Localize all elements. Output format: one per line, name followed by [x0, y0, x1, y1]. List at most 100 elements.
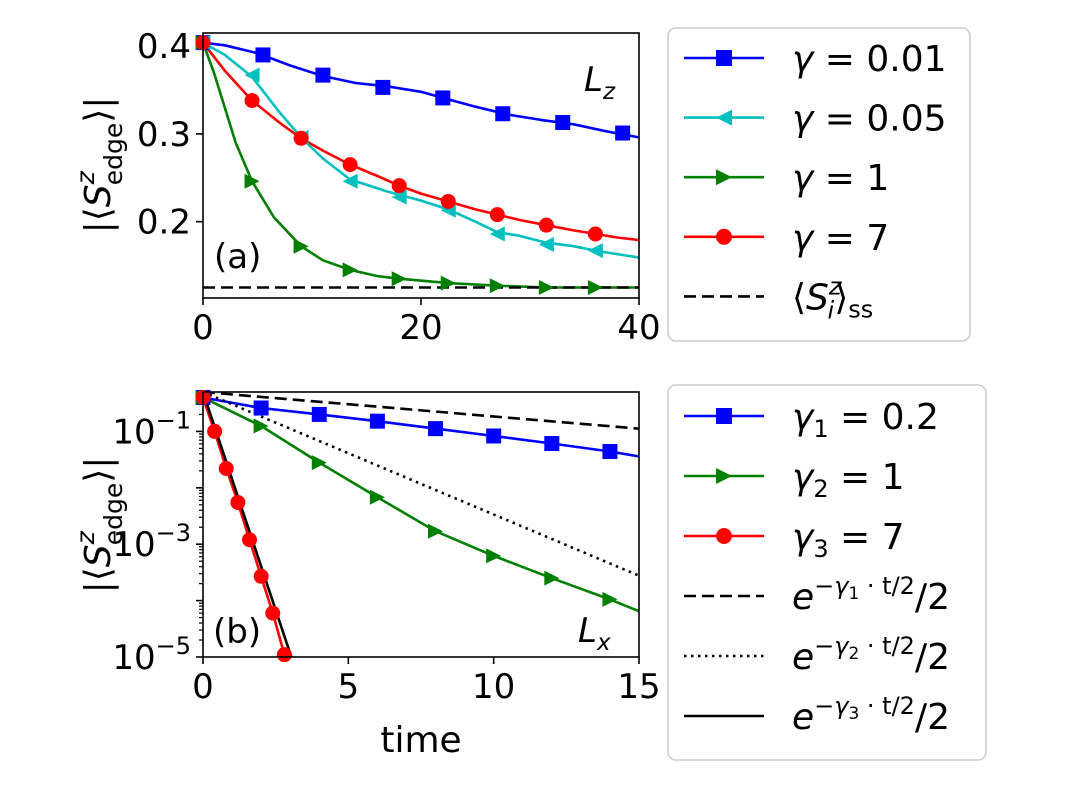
panel-a-label: (a) — [214, 237, 261, 277]
panel-a-series-2-marker — [489, 278, 505, 294]
panel-b-ylabel: |⟨Szedge⟩| — [71, 457, 128, 594]
panel-b-series-1-marker — [253, 418, 269, 434]
legend-b-entry-label: e−γ3 · t/2/2 — [792, 692, 950, 738]
panel-b-xtick-label: 15 — [617, 667, 660, 707]
legend-a-entry-label: γ = 0.01 — [792, 39, 947, 80]
svg-text:Lx: Lx — [578, 611, 611, 656]
panel-b-series-1-marker — [369, 489, 385, 505]
panel-b-label: (b) — [213, 612, 261, 652]
panel-b-xtick-label: 10 — [472, 667, 515, 707]
panel-a-xtick-label: 0 — [192, 308, 214, 348]
panel-a-series-1-marker — [489, 226, 505, 242]
panel-b-xtick-label: 0 — [192, 667, 214, 707]
legend-a-entry-label: γ = 7 — [792, 218, 889, 259]
panel-b-series-1-marker — [486, 548, 502, 564]
legend-a-entry-label: γ = 1 — [792, 158, 889, 199]
panel-b-xlabel: time — [380, 720, 461, 761]
legend-b: γ1 = 0.2 γ2 = 1 γ3 = 7 e−γ1 · t/2/2 e−γ2 · t… — [667, 384, 987, 761]
panel-b-series-4-line — [203, 392, 639, 577]
panel-b-series-2-marker — [253, 568, 269, 584]
legend-a-swatch-marker — [716, 109, 732, 126]
panel-a-frame — [202, 32, 640, 299]
panel-a-series-0-marker — [555, 115, 571, 131]
panel-a-series-1-marker — [244, 67, 260, 83]
panel-a-ylabel: |⟨Szedge⟩| — [71, 97, 128, 234]
panel-b-series-2-marker — [242, 532, 258, 548]
svg-text:Lz: Lz — [584, 60, 616, 105]
panel-b: 0 5 10 15 10−5 10−3 10−1 (b) Lx |⟨Szedge⟩| tim… — [71, 389, 661, 761]
panel-b-series-1-marker — [311, 455, 327, 471]
panel-a-series-1-marker — [391, 189, 407, 205]
panel-b-ticks: 0 5 10 15 10−5 10−3 10−1 — [112, 391, 661, 707]
panel-b-series-1-marker — [602, 591, 618, 607]
legend-b-swatch-marker — [716, 468, 732, 484]
panel-a-series-2-line — [203, 42, 639, 289]
panel-a-series-2-marker — [244, 173, 260, 189]
panel-b-series-0-marker — [311, 406, 327, 422]
panel-a-series-0-marker — [615, 125, 631, 141]
panel-b-series-0-marker — [544, 436, 560, 452]
legend-a-entry-label: γ = 0.05 — [792, 99, 947, 140]
panel-a-series-0-marker — [255, 47, 271, 63]
panel-a-series-3-marker — [244, 93, 260, 109]
panel-b-series-3-line — [203, 392, 639, 430]
panel-b-ytick-label: 10−1 — [112, 406, 191, 452]
panel-b-series-0-marker — [486, 428, 502, 444]
panel-b-series-2-marker — [218, 461, 234, 477]
panel-a-series-0-marker — [495, 106, 511, 122]
panel-b-ytick-label: 10−3 — [112, 519, 191, 565]
panel-b-series-1-marker — [428, 523, 444, 539]
legend-b-entry-label: e−γ1 · t/2/2 — [792, 572, 950, 618]
panel-a-series-2-marker — [587, 279, 603, 295]
panel-a-series-3-marker — [440, 193, 456, 209]
panel-b-series-0-marker — [369, 413, 385, 429]
legend-b-entry-label: e−γ2 · t/2/2 — [792, 632, 950, 678]
panel-b-series-0-marker — [602, 444, 618, 460]
panel-a-series-1-marker — [342, 173, 358, 189]
panel-b-series-2-marker — [230, 494, 246, 510]
legend-b-swatch-marker — [716, 528, 732, 544]
legend-b-entry-label: γ2 = 1 — [792, 457, 905, 503]
panel-b-ytick-label: 10−5 — [112, 632, 191, 678]
panel-b-corner-sub: x — [596, 630, 611, 656]
panel-a-series — [203, 41, 639, 289]
panel-b-series-2-marker — [265, 605, 281, 621]
panel-b-xtick-label: 5 — [338, 667, 360, 707]
panel-a-series-3-marker — [538, 217, 554, 233]
panel-b-series-1-line — [203, 396, 639, 613]
panel-b-series-0-marker — [253, 400, 269, 416]
panel-a-series-1-line — [203, 41, 639, 259]
legend-a-swatch-marker — [716, 50, 732, 66]
panel-b-series-2-marker — [276, 647, 292, 663]
panel-a-xtick-label: 40 — [617, 308, 660, 348]
panel-a-series-1-marker — [587, 243, 603, 259]
panel-a-series-0-marker — [375, 79, 391, 95]
panel-b-series-0-marker — [428, 421, 444, 437]
panel-a-series-2-marker — [538, 279, 554, 295]
panel-a-ticks: 0 20 40 0.2 0.3 0.4 — [137, 27, 661, 348]
panel-a-markers — [195, 35, 631, 295]
panel-a-xtick-label: 20 — [399, 308, 442, 348]
panel-a-series-0-marker — [315, 67, 331, 83]
panel-a-ytick-label: 0.4 — [137, 27, 191, 67]
panel-a: 0 20 40 0.2 0.3 0.4 (a) Lz |⟨Szedge⟩| — [71, 27, 661, 348]
panel-a-series-3-marker — [587, 226, 603, 242]
legend-a-swatch-marker — [716, 169, 732, 186]
legend-b-swatch-marker — [716, 408, 732, 424]
panel-a-series-3-line — [203, 41, 639, 242]
panel-a-ytick-label: 0.2 — [137, 203, 191, 243]
legend-a-swatch-marker — [716, 228, 732, 245]
legend-b-frame — [667, 384, 987, 761]
panel-a-series-3-marker — [293, 130, 309, 146]
panel-a-series-3-marker — [342, 157, 358, 173]
panel-a-corner-sub: z — [602, 79, 616, 105]
legend-a-entry-label: ⟨Sz i⟩ss — [792, 272, 873, 324]
panel-b-markers — [195, 389, 618, 663]
panel-a-series-3-marker — [391, 178, 407, 194]
panel-a-series-3-marker — [489, 207, 505, 223]
panel-b-corner-label: Lx — [578, 611, 611, 656]
svg-text:|⟨Szedge⟩|: |⟨Szedge⟩| — [71, 457, 128, 594]
svg-text:|⟨Szedge⟩|: |⟨Szedge⟩| — [71, 97, 128, 234]
panel-a-series-2-marker — [440, 275, 456, 291]
